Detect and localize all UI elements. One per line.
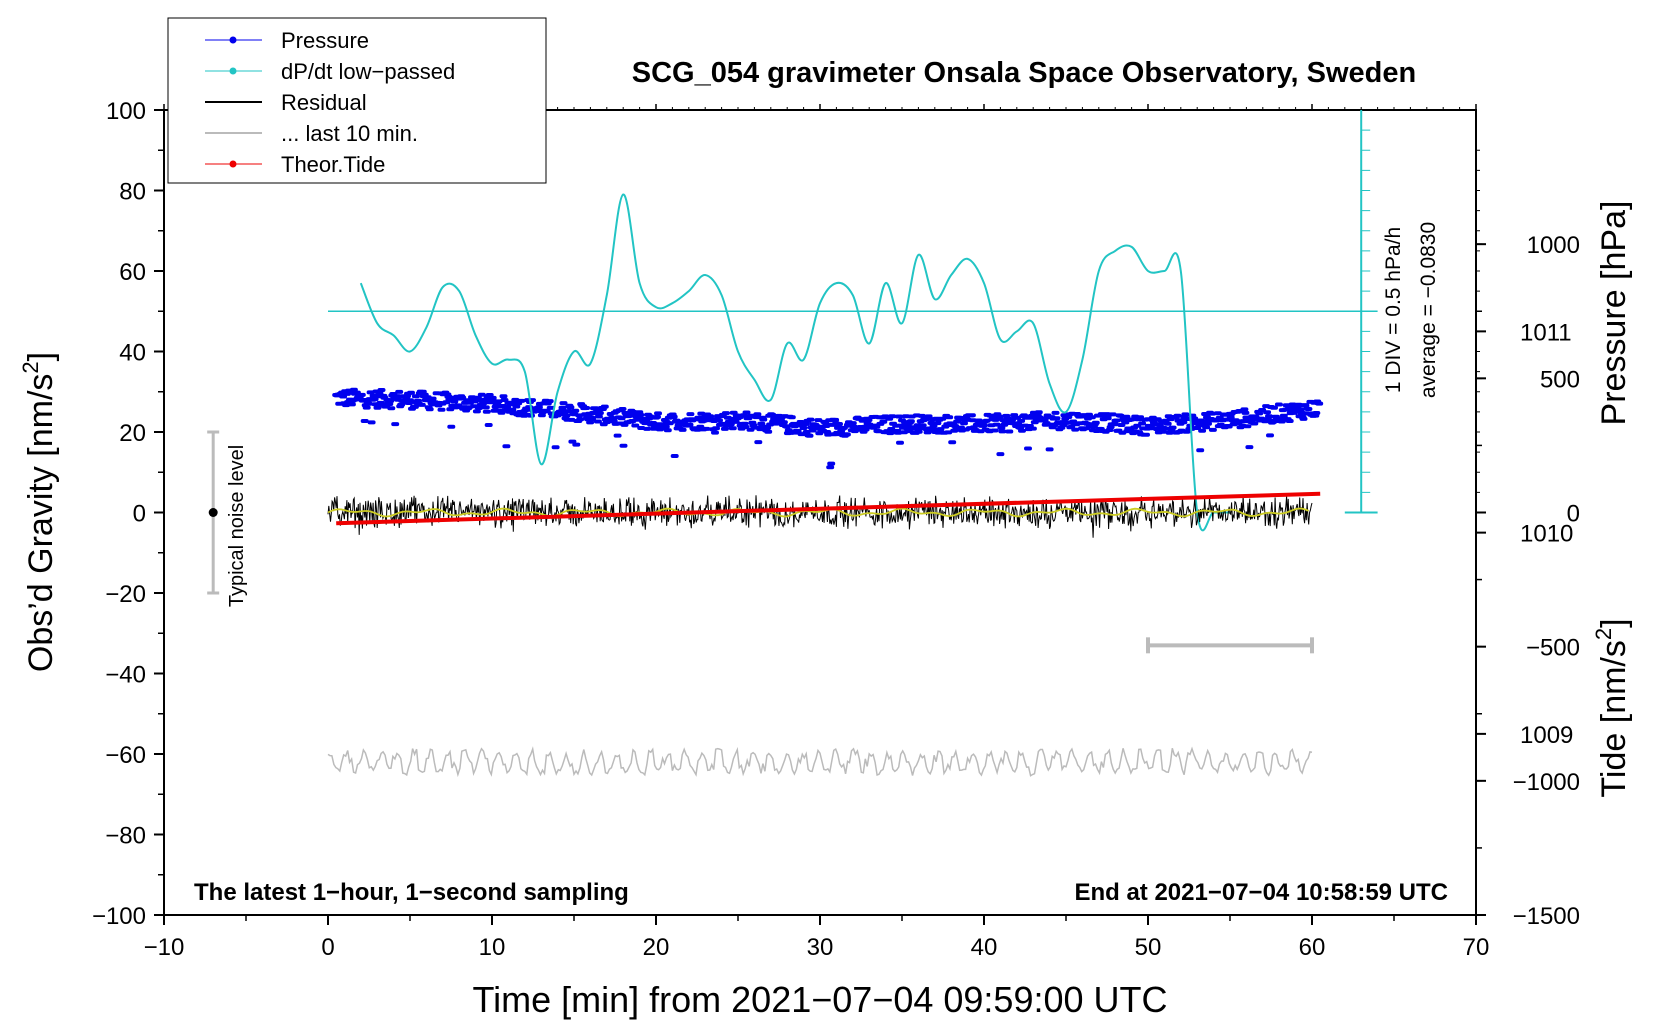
legend-label: dP/dt low−passed bbox=[281, 59, 455, 84]
annotation-bottom-left: The latest 1−hour, 1−second sampling bbox=[194, 879, 629, 906]
x-tick-label: 50 bbox=[1135, 934, 1162, 961]
series-dpdt bbox=[359, 193, 1230, 532]
x-tick-label: 20 bbox=[643, 934, 670, 961]
x-axis-label: Time [min] from 2021−07−04 09:59:00 UTC bbox=[472, 979, 1167, 1020]
y-axis-label-gravity-text: Obs’d Gravity [nm/s bbox=[22, 374, 60, 673]
legend-marker bbox=[229, 36, 237, 44]
average-label: average = −0.0830 bbox=[1417, 222, 1440, 398]
legend-items: Pressure dP/dt low−passed Residual ... last… bbox=[205, 28, 455, 177]
y-tick-label: −20 bbox=[105, 581, 146, 608]
x-tick-label: 0 bbox=[321, 934, 334, 961]
y-tick-label: 0 bbox=[133, 501, 146, 528]
y-tick-label: −60 bbox=[105, 742, 146, 769]
y-axis-gravity: −100 −80 −60 −40 −20 0 20 40 60 80 100 bbox=[92, 98, 164, 930]
x-axis: −10 0 10 20 30 40 50 60 70 bbox=[144, 104, 1490, 961]
series-pressure bbox=[332, 387, 1324, 470]
tide-tick-label: 500 bbox=[1540, 366, 1580, 393]
x-tick-label: 60 bbox=[1299, 934, 1326, 961]
y-axis-tide: −1500 −1000 −500 0 500 1000 bbox=[1476, 232, 1580, 930]
dpdt-division-scale bbox=[328, 110, 1378, 514]
y-tick-label: 100 bbox=[106, 98, 146, 125]
legend-box bbox=[167, 17, 547, 184]
y-tick-label: 20 bbox=[119, 420, 146, 447]
y-tick-label: −80 bbox=[105, 823, 146, 850]
y-axis-label-tide: Tide [nm/s2] bbox=[1591, 618, 1633, 797]
x-tick-label: −10 bbox=[144, 934, 185, 961]
tide-tick-label: −500 bbox=[1526, 635, 1580, 662]
pressure-tick-label: 1010 bbox=[1520, 521, 1573, 548]
legend: Pressure dP/dt low−passed Residual ... last… bbox=[167, 17, 547, 184]
tide-tick-label: 1000 bbox=[1527, 232, 1580, 259]
x-tick-label: 30 bbox=[807, 934, 834, 961]
y-axis-label-gravity-close: ] bbox=[22, 352, 60, 361]
y-axis-label-tide-close: ] bbox=[1595, 618, 1633, 627]
tide-tick-label: −1000 bbox=[1513, 769, 1580, 796]
legend-label: Theor.Tide bbox=[281, 152, 385, 177]
legend-label: Residual bbox=[281, 90, 367, 115]
legend-label: ... last 10 min. bbox=[281, 121, 418, 146]
y-tick-label: 80 bbox=[119, 179, 146, 206]
y-axis-pressure: 1009 1010 1011 bbox=[1476, 149, 1573, 749]
pressure-tick-label: 1009 bbox=[1520, 722, 1573, 749]
noise-level-label: Typical noise level bbox=[226, 445, 248, 607]
y-tick-label: −40 bbox=[105, 662, 146, 689]
y-tick-label: 40 bbox=[119, 340, 146, 367]
y-axis-label-gravity-sup: 2 bbox=[18, 361, 43, 373]
tide-tick-label: 0 bbox=[1567, 501, 1580, 528]
y-tick-label: 60 bbox=[119, 259, 146, 286]
series-theor-tide bbox=[336, 491, 1321, 526]
y-axis-label-tide-sup: 2 bbox=[1591, 628, 1616, 640]
pressure-tick-label: 1011 bbox=[1520, 319, 1572, 346]
legend-marker bbox=[229, 160, 237, 168]
series-last10 bbox=[327, 746, 1313, 778]
noise-bar-center bbox=[208, 508, 218, 517]
chart-title: SCG_054 gravimeter Onsala Space Observat… bbox=[632, 57, 1416, 89]
legend-label: Pressure bbox=[281, 28, 369, 53]
y-tick-label: −100 bbox=[92, 903, 146, 930]
series-layer bbox=[207, 193, 1324, 778]
annotation-bottom-right: End at 2021−07−04 10:58:59 UTC bbox=[1074, 879, 1448, 906]
div-scale-label: 1 DIV = 0.5 hPa/h bbox=[1382, 227, 1405, 393]
legend-marker bbox=[229, 67, 237, 75]
series-residual bbox=[327, 495, 1313, 538]
y-axis-label-pressure: Pressure [hPa] bbox=[1595, 201, 1633, 426]
tide-tick-label: −1500 bbox=[1513, 903, 1580, 930]
y-axis-label-tide-text: Tide [nm/s bbox=[1595, 640, 1633, 797]
x-tick-label: 70 bbox=[1463, 934, 1490, 961]
y-axis-label-gravity: Obs’d Gravity [nm/s2] bbox=[18, 352, 60, 672]
series-residual-smooth bbox=[327, 507, 1310, 518]
x-tick-label: 10 bbox=[479, 934, 506, 961]
x-tick-label: 40 bbox=[971, 934, 998, 961]
